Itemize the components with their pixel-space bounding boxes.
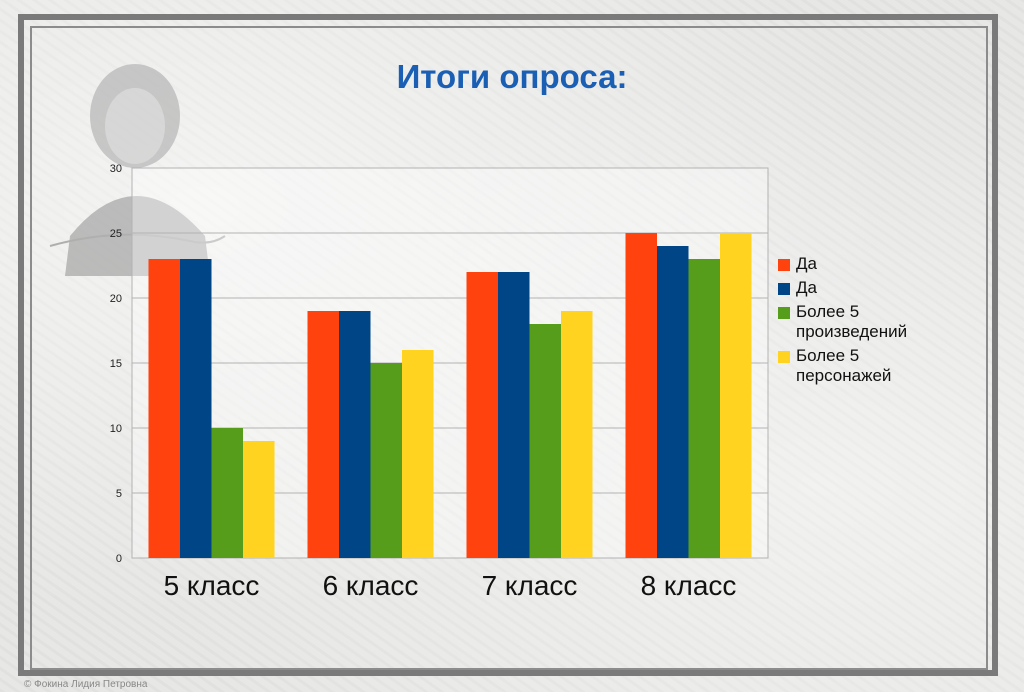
bar <box>720 233 752 558</box>
bar <box>307 311 339 558</box>
bar <box>243 441 275 558</box>
bar <box>211 428 243 558</box>
bar <box>466 272 498 558</box>
legend-item: Более 5 произведений <box>778 302 978 342</box>
slide-frame-inner <box>30 26 988 670</box>
bar <box>561 311 593 558</box>
legend-label: Более 5 персонажей <box>796 346 892 385</box>
legend-swatch <box>778 307 790 319</box>
legend-item: Да <box>778 278 978 298</box>
bar <box>180 259 212 558</box>
y-tick-label: 15 <box>110 358 122 370</box>
footer-credit: © Фокина Лидия Петровна <box>24 679 148 690</box>
x-category-label: 7 класс <box>482 570 578 601</box>
bar <box>529 324 561 558</box>
legend-label: Более 5 произведений <box>796 302 908 341</box>
legend-label: Да <box>796 254 817 273</box>
legend-swatch <box>778 351 790 363</box>
y-tick-label: 25 <box>110 228 122 240</box>
x-category-label: 8 класс <box>641 570 737 601</box>
bar <box>339 311 371 558</box>
legend-swatch <box>778 283 790 295</box>
y-tick-label: 30 <box>110 163 122 175</box>
bar <box>657 246 689 558</box>
portrait-illustration <box>49 64 226 276</box>
bar <box>625 233 657 558</box>
bar <box>402 350 434 558</box>
chart-legend: Да Да Более 5 произведений Более 5 персонаж… <box>778 254 978 390</box>
y-tick-label: 5 <box>116 488 122 500</box>
legend-item: Да <box>778 254 978 274</box>
x-category-label: 6 класс <box>323 570 419 601</box>
slide-title: Итоги опроса: <box>396 58 628 95</box>
bar <box>498 272 530 558</box>
y-tick-label: 10 <box>110 423 122 435</box>
slide-frame <box>18 14 998 676</box>
legend-item: Более 5 персонажей <box>778 346 978 386</box>
bar <box>370 363 402 558</box>
bar <box>148 259 180 558</box>
y-tick-label: 0 <box>116 553 122 565</box>
legend-swatch <box>778 259 790 271</box>
x-category-label: 5 класс <box>164 570 260 601</box>
y-tick-label: 20 <box>110 293 122 305</box>
bar <box>688 259 720 558</box>
legend-label: Да <box>796 278 817 297</box>
